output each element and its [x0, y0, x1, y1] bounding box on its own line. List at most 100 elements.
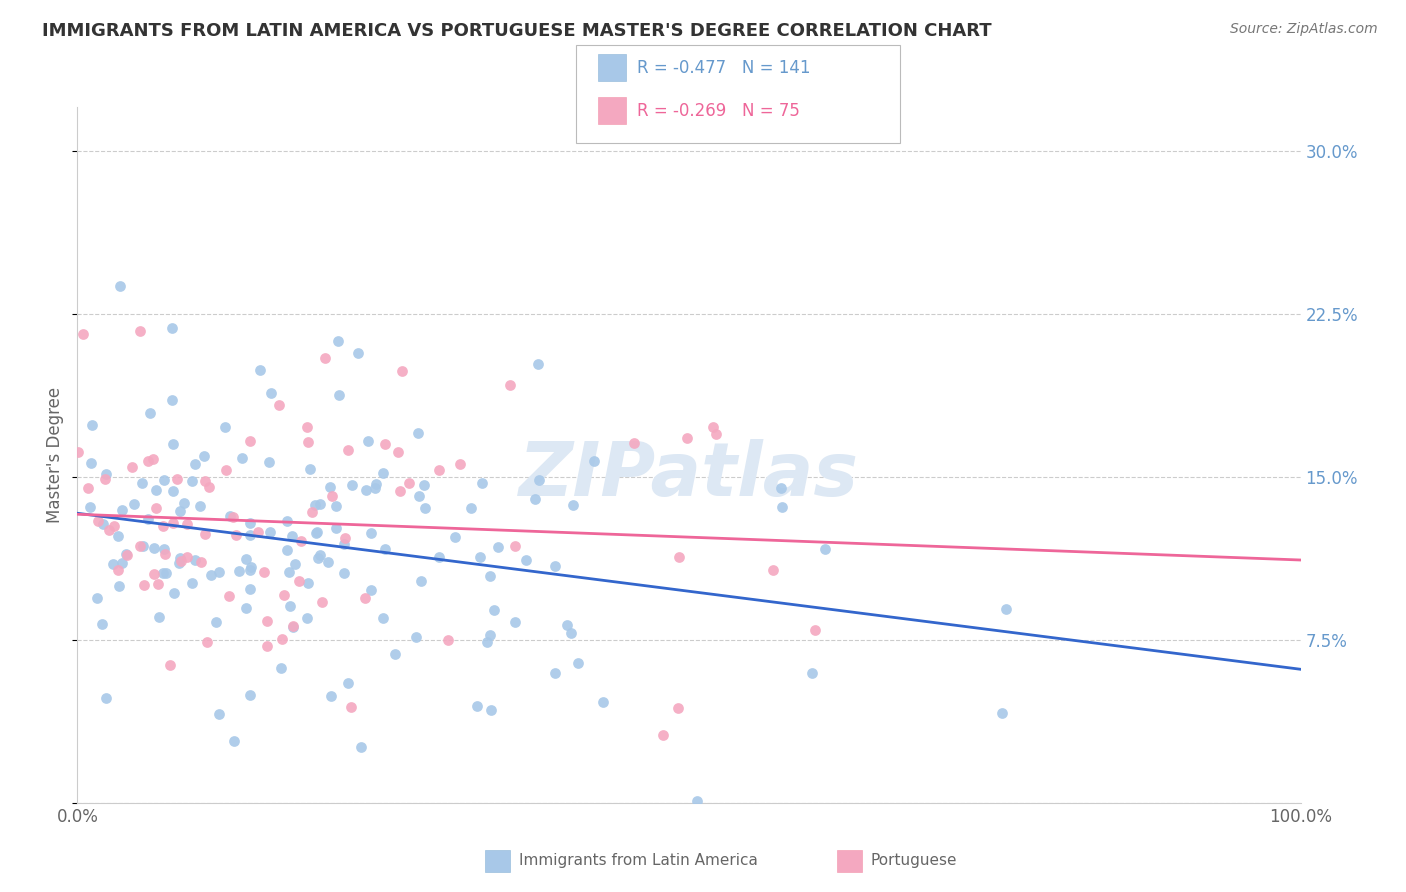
Point — [321, 489, 343, 503]
Point — [342, 478, 364, 492]
Point — [427, 549, 450, 564]
Point — [478, 628, 501, 642]
Text: ZIPatlas: ZIPatlas — [519, 439, 859, 512]
Point — [524, 492, 547, 507]
Point — [194, 527, 217, 541]
Point — [205, 615, 228, 629]
Point — [652, 728, 675, 742]
Point — [555, 618, 578, 632]
Point — [115, 547, 138, 561]
Point — [761, 563, 783, 577]
Point — [319, 480, 342, 494]
Point — [391, 364, 413, 378]
Point — [465, 699, 488, 714]
Point — [475, 635, 498, 649]
Point — [288, 574, 311, 589]
Point — [129, 324, 152, 338]
Point — [427, 463, 450, 477]
Point — [804, 623, 827, 637]
Point — [295, 611, 318, 625]
Point — [280, 529, 302, 543]
Point — [297, 435, 319, 450]
Text: R = -0.269   N = 75: R = -0.269 N = 75 — [637, 102, 800, 120]
Point — [436, 632, 458, 647]
Point — [155, 547, 177, 561]
Point — [143, 541, 166, 555]
Point — [259, 455, 281, 469]
Point — [408, 489, 430, 503]
Point — [190, 556, 212, 570]
Point — [162, 437, 184, 451]
Point — [297, 576, 319, 591]
Text: R = -0.477   N = 141: R = -0.477 N = 141 — [637, 59, 810, 77]
Point — [770, 500, 793, 515]
Point — [176, 550, 198, 565]
Point — [449, 457, 471, 471]
Point — [298, 461, 321, 475]
Point — [239, 582, 262, 596]
Point — [460, 500, 482, 515]
Text: Immigrants from Latin America: Immigrants from Latin America — [519, 854, 758, 868]
Point — [384, 647, 406, 661]
Point — [163, 586, 186, 600]
Point — [371, 611, 394, 625]
Point — [468, 549, 491, 564]
Point — [486, 540, 509, 554]
Point — [240, 560, 263, 574]
Point — [235, 551, 257, 566]
Point — [276, 543, 298, 558]
Point — [260, 386, 283, 401]
Point — [409, 574, 432, 588]
Point — [276, 514, 298, 528]
Point — [333, 537, 356, 551]
Point — [801, 665, 824, 680]
Point — [270, 632, 292, 647]
Point — [142, 452, 165, 467]
Point — [239, 434, 262, 449]
Point — [239, 563, 262, 577]
Point — [444, 529, 467, 543]
Text: Portuguese: Portuguese — [870, 854, 957, 868]
Point — [366, 477, 388, 491]
Point — [267, 398, 290, 412]
Point — [387, 445, 409, 459]
Point — [76, 481, 98, 495]
Point — [354, 483, 377, 497]
Point — [326, 334, 349, 349]
Point — [66, 444, 89, 458]
Point — [132, 539, 155, 553]
Point — [307, 550, 329, 565]
Point — [991, 706, 1014, 720]
Point — [319, 689, 342, 703]
Point — [79, 500, 101, 515]
Point — [225, 528, 247, 542]
Point — [195, 635, 218, 649]
Point — [107, 578, 129, 592]
Point — [337, 676, 360, 690]
Point — [290, 534, 312, 549]
Point — [325, 520, 347, 534]
Point — [503, 615, 526, 629]
Point — [235, 601, 257, 615]
Point — [676, 431, 699, 445]
Point — [94, 691, 117, 706]
Point — [284, 557, 307, 571]
Point — [132, 578, 155, 592]
Point — [256, 614, 278, 628]
Point — [412, 478, 434, 492]
Point — [188, 500, 211, 514]
Point — [98, 523, 121, 537]
Point — [152, 518, 174, 533]
Point — [668, 549, 690, 564]
Point — [222, 734, 245, 748]
Point — [814, 542, 837, 557]
Point — [336, 443, 359, 458]
Point — [686, 794, 709, 808]
Point — [309, 498, 332, 512]
Point — [270, 661, 292, 675]
Point — [309, 548, 332, 562]
Point — [544, 666, 567, 681]
Point — [152, 566, 174, 580]
Point — [159, 657, 181, 672]
Point — [560, 626, 582, 640]
